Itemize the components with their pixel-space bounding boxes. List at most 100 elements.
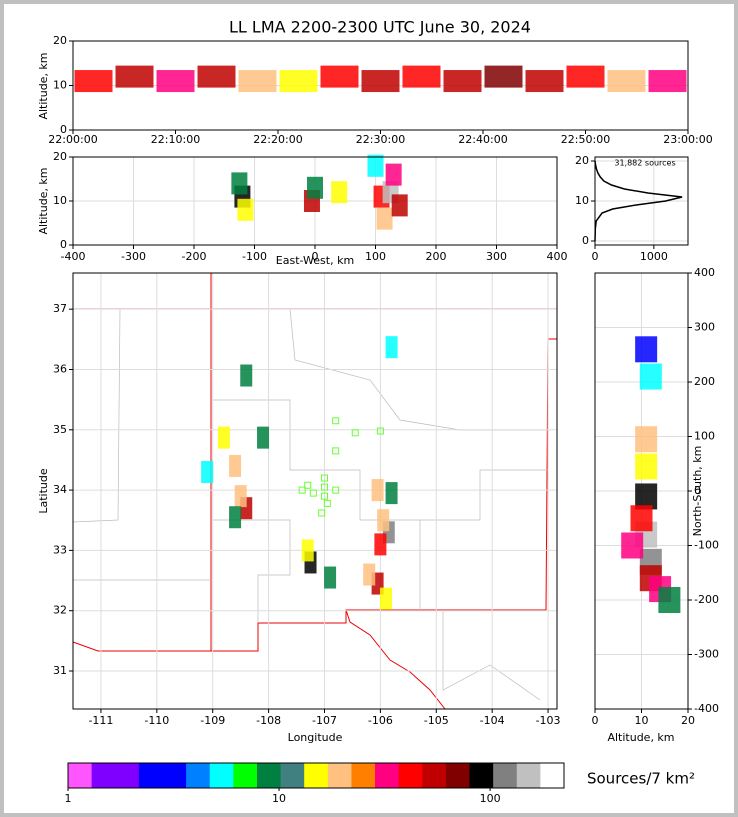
y-tick-label: 10 <box>53 194 67 207</box>
source-cell <box>367 154 384 177</box>
x-tick-label: 0 <box>312 250 319 263</box>
county-line <box>211 519 291 623</box>
county-line <box>442 610 541 701</box>
y-axis-label: Altitude, km <box>37 167 50 234</box>
source-cell <box>391 194 408 217</box>
station <box>332 417 340 425</box>
source-cell <box>385 163 402 186</box>
source-cell <box>234 485 247 508</box>
colorbar-swatch <box>398 763 423 788</box>
source-cell <box>371 479 384 502</box>
county-line <box>72 308 121 523</box>
colorbar-frame <box>67 762 565 789</box>
source-cell <box>635 336 658 363</box>
x-tick-label: -200 <box>182 250 207 263</box>
source-cell <box>229 454 242 477</box>
source-cell <box>658 587 681 613</box>
plot-frame <box>594 156 689 246</box>
source-cell <box>402 65 441 88</box>
y-tick-label: 0 <box>60 123 67 136</box>
y-axis-label: Altitude, km <box>37 52 50 119</box>
x-tick-label: 0 <box>592 714 599 727</box>
station <box>309 489 317 497</box>
colorbar-label: Sources/7 km² <box>587 770 695 788</box>
plot-frame <box>72 272 558 710</box>
y-tick-label: -200 <box>694 593 719 606</box>
source-cell <box>197 65 236 88</box>
colorbar-swatch <box>422 763 447 788</box>
colorbar-swatch <box>162 763 187 788</box>
plot-frame <box>72 40 689 131</box>
x-tick-label: 400 <box>547 250 568 263</box>
y-tick-label: 100 <box>694 430 715 443</box>
station <box>304 481 312 489</box>
y-tick-label: 20 <box>53 150 67 163</box>
plot-frame <box>594 272 689 710</box>
colorbar-swatch <box>516 763 541 788</box>
source-cell <box>74 70 113 93</box>
source-cell <box>201 461 214 484</box>
colorbar-swatch <box>469 763 494 788</box>
source-cell <box>240 364 253 387</box>
x-tick-label: 23:00:00 <box>663 133 712 146</box>
x-tick-label: -104 <box>480 714 505 727</box>
colorbar-swatch <box>115 763 140 788</box>
y-tick-label: 36 <box>53 362 67 375</box>
colorbar-swatch <box>138 763 163 788</box>
colorbar-swatch <box>186 763 211 788</box>
source-cell <box>621 532 644 559</box>
source-cell <box>377 509 390 532</box>
source-cell <box>320 65 359 88</box>
colorbar-tick-label: 100 <box>480 792 501 805</box>
x-tick-label: -106 <box>368 714 393 727</box>
source-cell <box>229 506 242 529</box>
x-tick-label: -108 <box>256 714 281 727</box>
y-tick-label: 0 <box>694 484 701 497</box>
x-tick-label: -111 <box>88 714 113 727</box>
source-cell <box>648 70 687 93</box>
colorbar-tick-label: 10 <box>272 792 286 805</box>
x-tick-label: 0 <box>592 250 599 263</box>
x-tick-label: -103 <box>536 714 561 727</box>
county-line <box>420 469 548 521</box>
station <box>321 492 329 500</box>
y-tick-label: 400 <box>694 266 715 279</box>
source-cell <box>443 70 482 93</box>
colorbar-swatch <box>233 763 258 788</box>
x-tick-label: 22:50:00 <box>561 133 610 146</box>
y-tick-label: 31 <box>53 664 67 677</box>
colorbar-swatch <box>91 763 116 788</box>
y-axis-label: North-South, km <box>691 446 704 537</box>
source-cell <box>331 181 348 204</box>
x-tick-label: 22:30:00 <box>356 133 405 146</box>
plot-frame <box>72 156 558 246</box>
x-tick-label: 22:20:00 <box>253 133 302 146</box>
x-tick-label: 100 <box>365 250 386 263</box>
source-cell <box>363 563 376 586</box>
source-cell <box>385 482 398 505</box>
colorbar-swatch <box>540 763 565 788</box>
source-cell <box>607 70 646 93</box>
x-axis-label: Longitude <box>288 731 343 744</box>
source-cell <box>525 70 564 93</box>
station <box>318 509 326 517</box>
x-tick-label: -109 <box>200 714 225 727</box>
colorbar-swatch <box>351 763 376 788</box>
y-tick-label: 0 <box>582 234 589 247</box>
station <box>321 483 329 491</box>
source-cell <box>635 426 658 453</box>
colorbar-swatch <box>280 763 305 788</box>
title: LL LMA 2200-2300 UTC June 30, 2024 <box>229 18 531 37</box>
x-tick-label: 10 <box>635 714 649 727</box>
station <box>332 447 340 455</box>
source-cell <box>231 172 248 195</box>
y-tick-label: 10 <box>575 194 589 207</box>
y-tick-label: -100 <box>694 539 719 552</box>
source-cell <box>374 533 387 556</box>
colorbar-swatch <box>327 763 352 788</box>
station <box>332 486 340 494</box>
source-cell <box>324 566 337 589</box>
x-axis-label: Altitude, km <box>607 731 674 744</box>
